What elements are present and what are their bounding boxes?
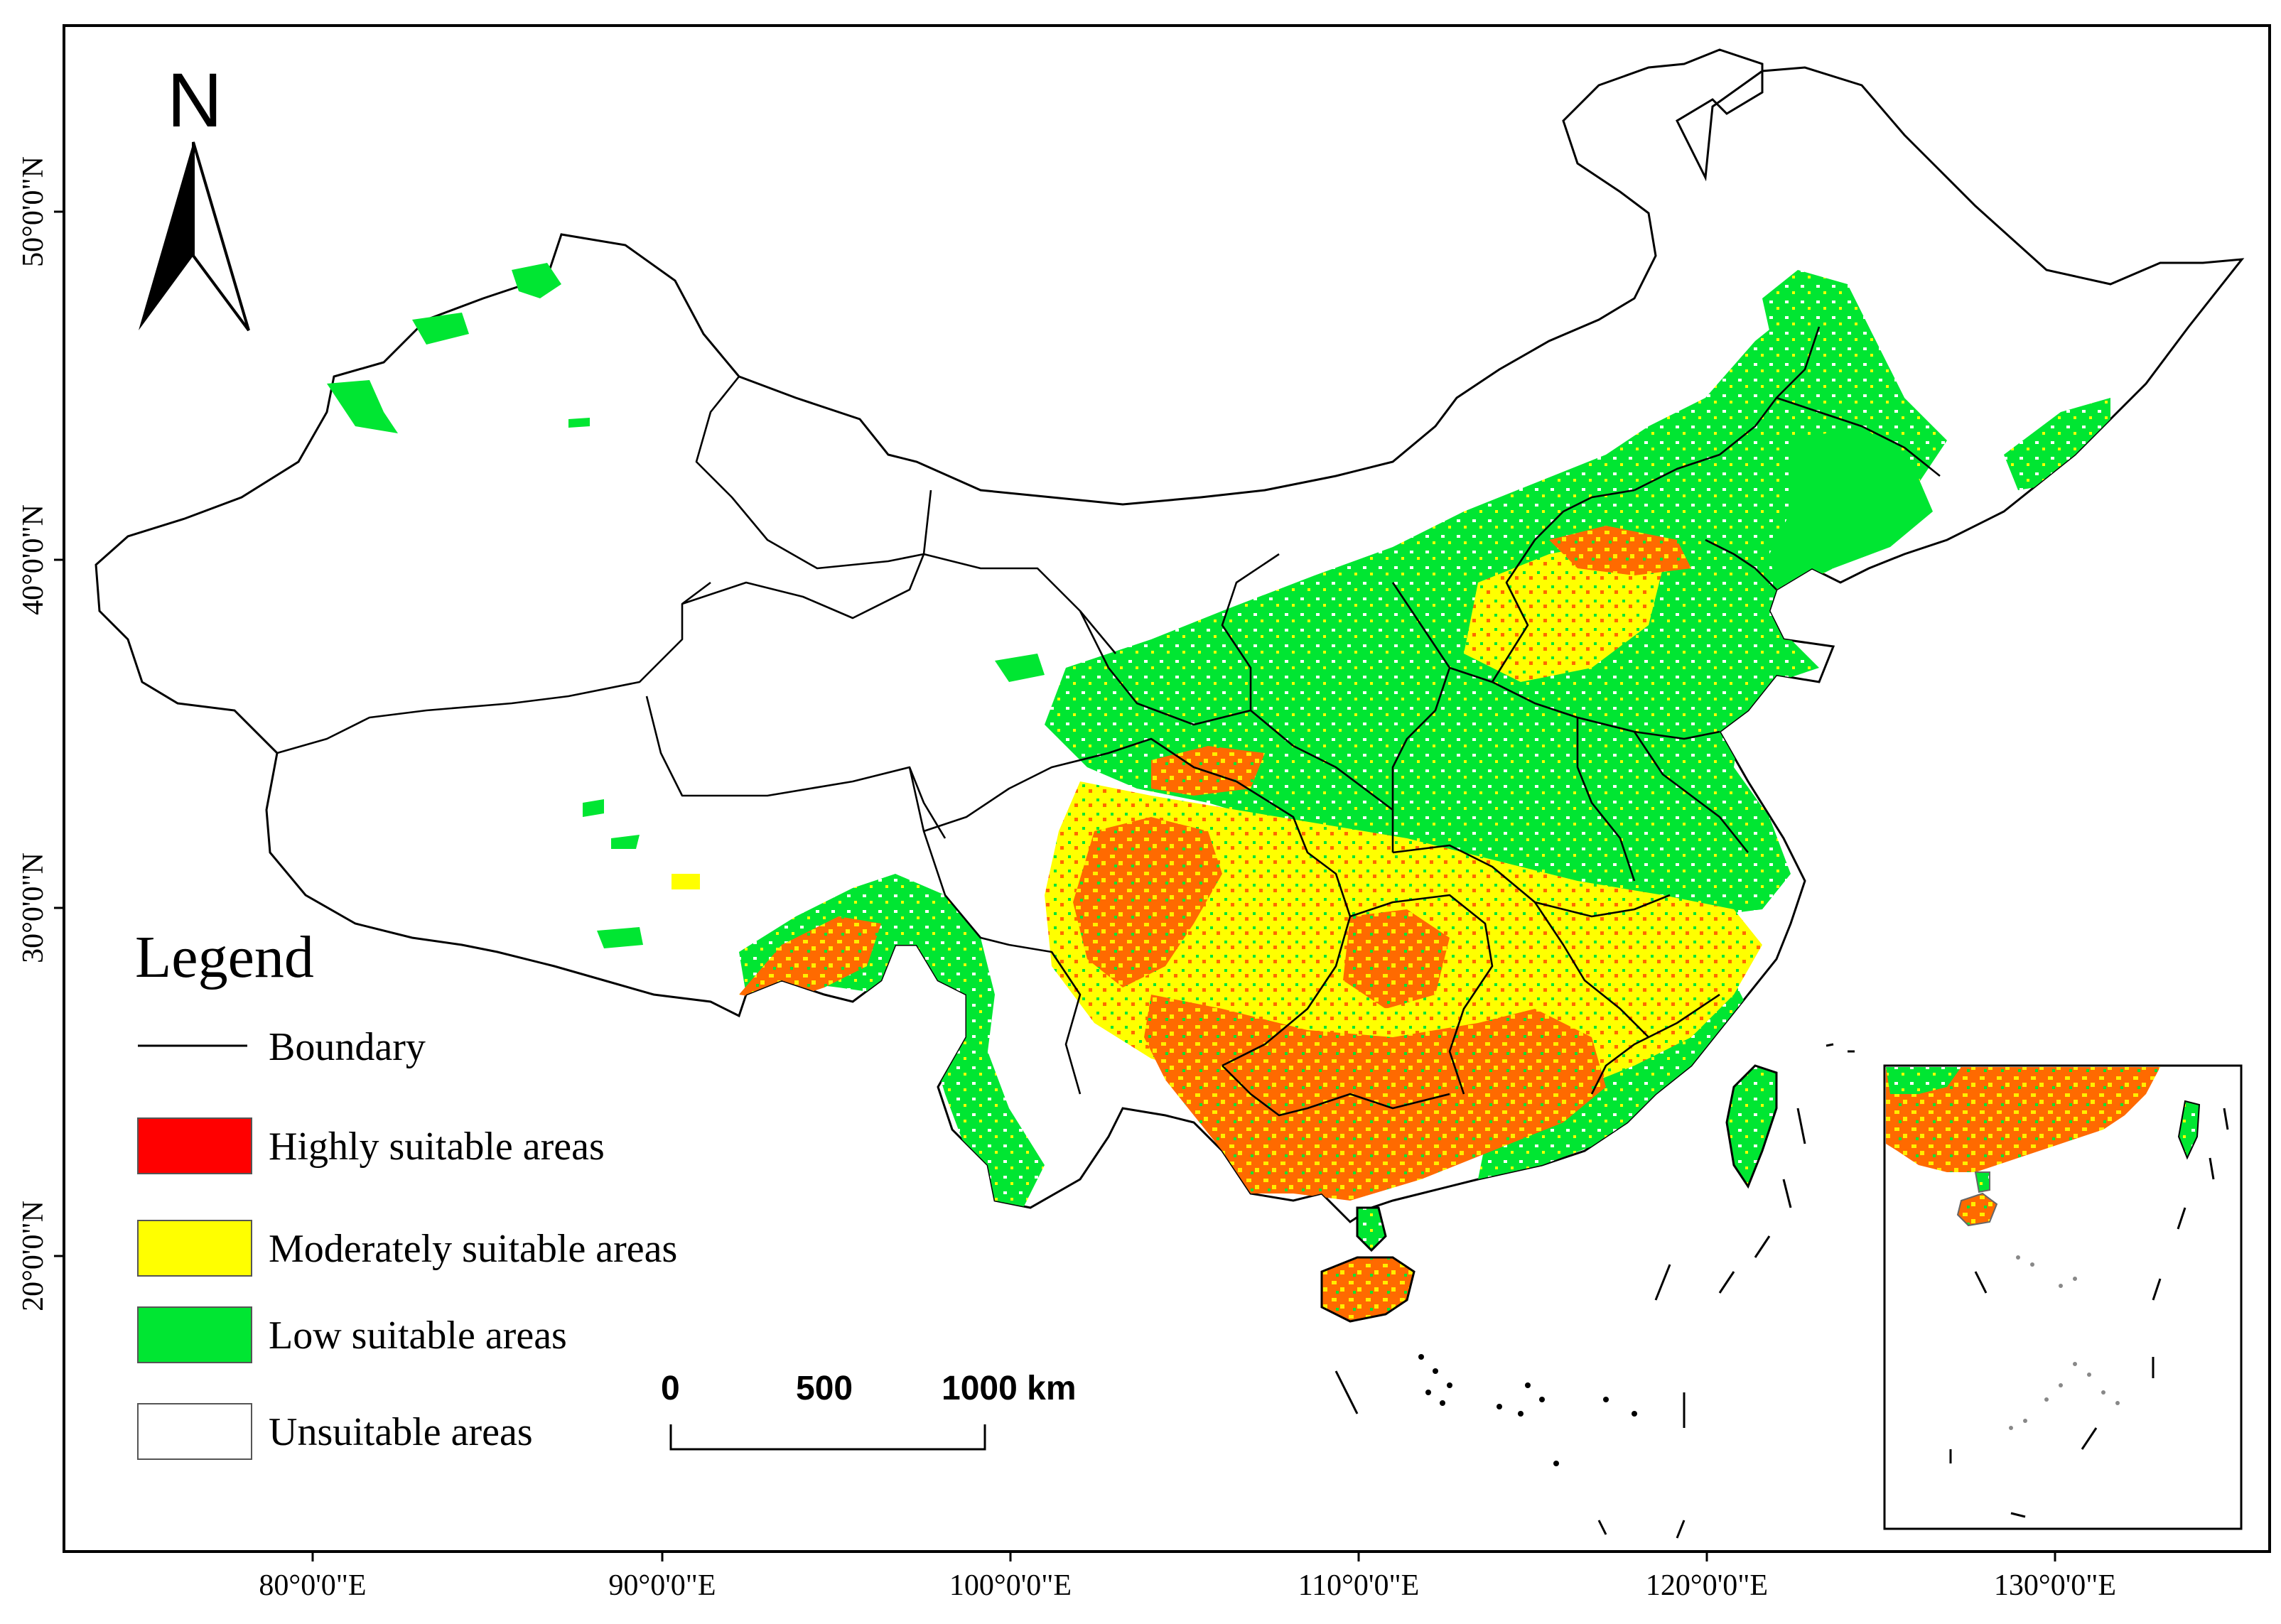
low-suitable-region-liaoning: [1769, 426, 1933, 590]
lat-tick-30: 30°0'0"N: [17, 852, 50, 963]
high-suitable-region-shandong: [1549, 526, 1691, 575]
latitude-axis: 50°0'0"N 40°0'0"N 30°0'0"N 20°0'0"N: [17, 156, 64, 1311]
inset-map: [1883, 1064, 2243, 1530]
hainan-island: [1320, 1256, 1415, 1323]
north-arrow-right-half: [192, 141, 250, 332]
south-sea-islands: [1334, 1043, 1855, 1539]
high-suitable-region-sichuan: [1073, 817, 1222, 987]
inset-hainan: [1956, 1192, 1998, 1227]
inset-mainland-south: [1886, 1067, 2160, 1172]
leizhou-peninsula: [1356, 1206, 1387, 1252]
north-arrow: N: [139, 57, 250, 332]
low-suitable-patches-northwest: [327, 263, 1045, 948]
inset-low-strip: [1886, 1067, 1961, 1094]
scale-label-0: 0: [661, 1370, 680, 1407]
inset-leizhou: [1974, 1171, 1990, 1193]
legend-label-low: Low suitable areas: [269, 1314, 567, 1358]
legend-swatch-moderate: [137, 1220, 252, 1277]
moderate-suitable-patch-tibet: [672, 874, 700, 889]
legend-label-moderate: Moderately suitable areas: [269, 1227, 677, 1271]
north-arrow-label: N: [167, 57, 222, 143]
lon-tick-100: 100°0'0"E: [949, 1569, 1072, 1602]
lon-tick-120: 120°0'0"E: [1646, 1569, 1768, 1602]
lat-tick-50: 50°0'0"N: [17, 156, 50, 267]
longitude-axis: 80°0'0"E 90°0'0"E 100°0'0"E 110°0'0"E 12…: [259, 1552, 2116, 1602]
taiwan-island: [1725, 1064, 1778, 1189]
north-arrow-left-half: [139, 142, 193, 330]
province-boundaries: [276, 326, 1941, 1117]
legend-label-high: Highly suitable areas: [269, 1125, 605, 1169]
high-suitable-region-guizhou: [1343, 909, 1450, 1009]
legend: Legend Boundary Highly suitable areas Mo…: [135, 924, 677, 1460]
south-sea-dots: [1418, 1354, 1637, 1466]
low-suitable-region-east-border: [2004, 398, 2110, 490]
lat-tick-20: 20°0'0"N: [17, 1201, 50, 1311]
scale-bar: 0 500 1000 km: [661, 1370, 1077, 1451]
scale-label-1000: 1000 km: [942, 1370, 1077, 1407]
scale-bar-line: [669, 1424, 986, 1451]
legend-swatch-high: [137, 1117, 252, 1174]
scale-label-500: 500: [796, 1370, 853, 1407]
lat-tick-40: 40°0'0"N: [17, 504, 50, 615]
legend-title: Legend: [135, 924, 314, 990]
lon-tick-110: 110°0'0"E: [1298, 1569, 1420, 1602]
lon-tick-80: 80°0'0"E: [259, 1569, 366, 1602]
legend-label-unsuitable: Unsuitable areas: [269, 1410, 533, 1454]
legend-swatch-unsuitable: [137, 1403, 252, 1460]
lon-tick-90: 90°0'0"E: [608, 1569, 716, 1602]
lon-tick-130: 130°0'0"E: [1994, 1569, 2116, 1602]
high-suitable-region-tibet-south: [739, 916, 881, 1002]
inset-taiwan: [2177, 1100, 2201, 1160]
legend-label-boundary: Boundary: [269, 1025, 426, 1069]
legend-swatch-low: [137, 1306, 252, 1363]
